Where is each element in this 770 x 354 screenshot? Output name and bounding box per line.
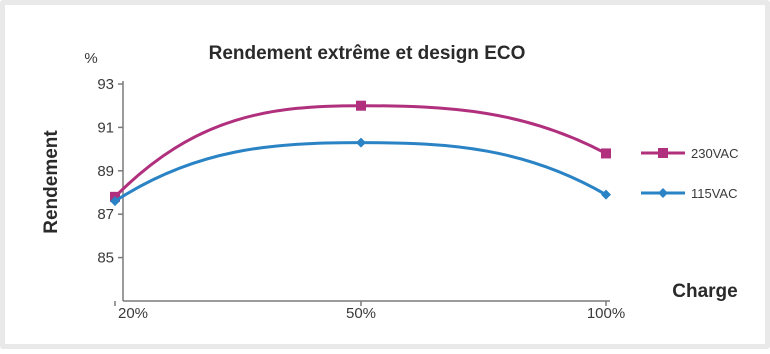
y-ticks: 85 87 89 91 93 [97,76,123,267]
series-line-230VAC [113,104,607,198]
chart-title: Rendement extrême et design ECO [209,43,526,64]
chart-canvas: Rendement extrême et design ECO % Rendem… [41,43,738,322]
legend-marker [658,148,668,158]
data-point-115VAC [356,137,366,148]
x-ticks: 20% 50% 100% [114,301,625,322]
y-tick-label: 89 [97,163,114,180]
x-tick-label: 50% [346,305,376,322]
data-point-230VAC [356,100,366,111]
legend-label: 115VAC [691,186,738,201]
x-axis-title: Charge [672,281,737,302]
legend-marker [658,188,668,198]
series-group [110,100,611,207]
y-tick-label: 85 [97,250,114,267]
y-tick-label: 93 [97,76,114,93]
y-tick-label: 87 [97,206,114,223]
x-tick-label: 100% [587,305,625,322]
y-tick-label: 91 [97,119,114,136]
x-tick-label: 20% [118,305,148,322]
y-unit-label: % [84,50,97,67]
data-point-115VAC [601,189,611,200]
series-line-115VAC [114,141,607,203]
data-point-230VAC [601,148,611,159]
legend: 230VAC 115VAC [641,146,738,201]
data-point-115VAC [110,196,120,207]
legend-label: 230VAC [691,146,738,161]
y-axis-title: Rendement [41,130,62,234]
